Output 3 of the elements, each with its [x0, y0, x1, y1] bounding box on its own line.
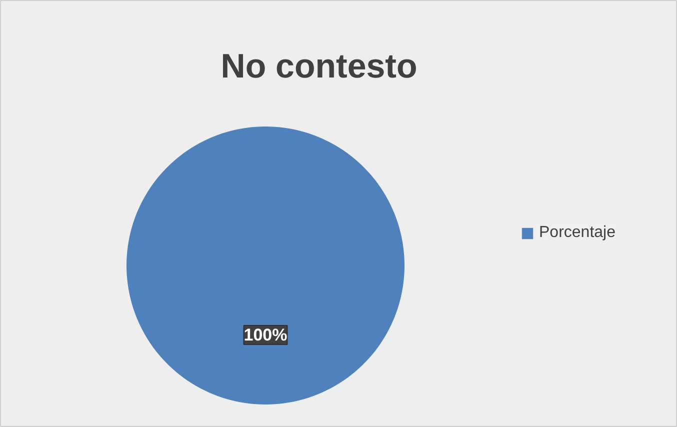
legend-label: Porcentaje	[539, 224, 616, 242]
chart-title: No contesto	[220, 48, 418, 86]
data-label: 100%	[244, 326, 288, 344]
